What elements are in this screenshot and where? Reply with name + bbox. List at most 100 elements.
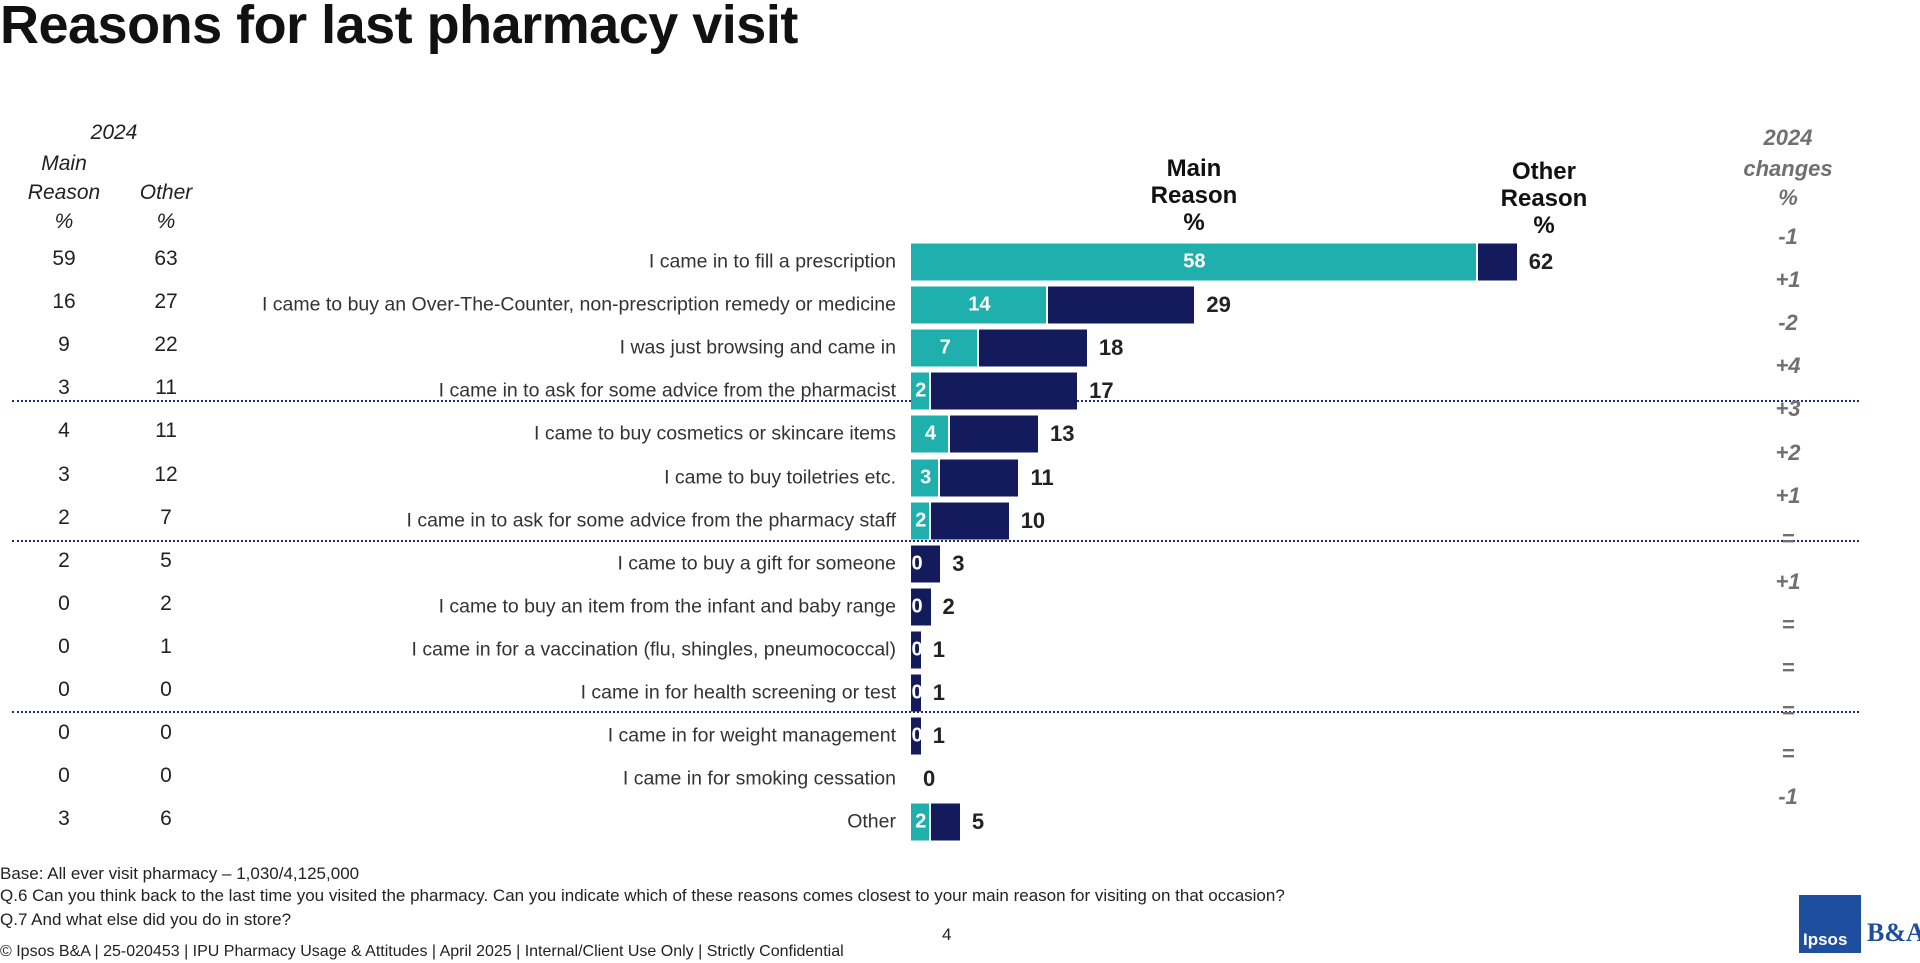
change-value: = — [1781, 655, 1795, 680]
data-label: 17 — [1089, 378, 1114, 404]
table-cell: 0 — [160, 721, 172, 745]
page-number: 4 — [942, 925, 952, 944]
legend-unit: % — [1183, 209, 1205, 236]
bar — [911, 372, 1078, 410]
category-label: I came to buy an Over-The-Counter, non-p… — [261, 293, 896, 316]
table-cell: 22 — [154, 333, 178, 357]
table-column-header: Main — [41, 152, 87, 175]
legend-label: Other Reason — [1500, 158, 1588, 212]
data-label: 1 — [932, 723, 946, 749]
data-label: 11 — [1030, 464, 1054, 490]
bar — [911, 674, 921, 712]
data-label: 3 — [952, 550, 965, 576]
data-label: 0 — [911, 681, 923, 704]
table-header: 2024 — [90, 121, 138, 144]
table-cell: 0 — [160, 764, 172, 788]
separator — [12, 540, 1859, 542]
change-value: = — [1781, 611, 1795, 637]
bar — [911, 243, 1478, 281]
data-label: 0 — [911, 638, 923, 661]
change-value: = — [1781, 698, 1795, 724]
table-cell: 4 — [58, 419, 70, 443]
table-cell: 59 — [52, 247, 76, 270]
category-label: I came to buy toiletries etc. — [664, 466, 896, 488]
data-label: 0 — [911, 724, 923, 747]
data-label: 13 — [1050, 421, 1075, 447]
change-value: +4 — [1775, 353, 1801, 379]
bar — [911, 372, 931, 410]
table-cell: 63 — [154, 247, 178, 270]
logo-text: Ipsos — [1803, 930, 1848, 949]
data-label: 5 — [971, 809, 985, 835]
change-value: +1 — [1775, 267, 1801, 293]
logo-text: B&A — [1867, 918, 1920, 947]
category-label: I came in for a vaccination (flu, shingl… — [411, 638, 896, 661]
table-cell: 7 — [160, 505, 172, 529]
data-label: 0 — [911, 767, 923, 790]
data-label: 58 — [1183, 250, 1206, 273]
data-label: 0 — [911, 552, 923, 575]
data-label: 1 — [932, 680, 946, 705]
table-cell: 0 — [58, 721, 70, 745]
data-label: 1 — [932, 636, 946, 662]
change-value: -2 — [1778, 310, 1798, 336]
data-label: 62 — [1528, 249, 1554, 274]
table-column-header: % — [54, 210, 74, 233]
category-label: Other — [847, 810, 896, 833]
table-cell: 3 — [58, 807, 70, 831]
table-cell: 11 — [155, 419, 177, 443]
data-label: 18 — [1098, 335, 1124, 361]
change-value: = — [1781, 525, 1795, 551]
table-cell: 0 — [58, 764, 70, 788]
category-label: I came to buy a gift for someone — [617, 552, 896, 575]
data-label: 0 — [911, 595, 923, 618]
data-label: 2 — [915, 379, 927, 402]
bar — [911, 631, 921, 669]
table-column-header: Reason — [27, 181, 101, 204]
table-cell: 6 — [160, 807, 172, 831]
category-label: I came to buy an item from the infant an… — [438, 595, 896, 618]
data-label: 2 — [915, 509, 927, 532]
footnote: Q.6 Can you think back to the last time … — [0, 886, 1285, 905]
change-value: +1 — [1775, 568, 1801, 594]
data-label: 14 — [968, 293, 991, 316]
change-value: = — [1781, 741, 1795, 767]
bar — [911, 415, 951, 453]
change-value: -1 — [1778, 784, 1798, 810]
table-cell: 0 — [160, 678, 172, 701]
category-label: I came in to ask for some advice from th… — [438, 379, 896, 402]
changes-header: 2024 — [1763, 125, 1813, 150]
category-label: I came in to fill a prescription — [648, 250, 896, 273]
table-cell: 16 — [52, 290, 76, 314]
table-cell: 0 — [58, 678, 70, 701]
title: Reasons for last pharmacy visit — [0, 0, 798, 55]
data-label: 4 — [924, 422, 937, 445]
footnote: Q.7 And what else did you do in store? — [0, 910, 292, 929]
table-cell: 27 — [154, 290, 178, 314]
changes-header: % — [1778, 185, 1798, 210]
table-cell: 11 — [155, 376, 177, 400]
category-label: I came in for health screening or test — [580, 681, 896, 704]
data-label: 2 — [942, 593, 955, 619]
data-label: 10 — [1020, 507, 1046, 533]
category-label: I was just browsing and came in — [619, 336, 896, 359]
data-label: 29 — [1206, 292, 1231, 318]
table-cell: 2 — [58, 505, 70, 529]
bar — [911, 588, 931, 626]
bar — [911, 717, 921, 755]
data-label: 7 — [939, 336, 951, 359]
changes-header: changes — [1743, 156, 1833, 181]
category-label: I came in for smoking cessation — [622, 767, 896, 790]
footnote: Base: All ever visit pharmacy – 1,030/4,… — [0, 864, 360, 883]
change-value: +3 — [1775, 396, 1801, 422]
change-value: -1 — [1778, 224, 1798, 249]
change-value: +2 — [1775, 439, 1801, 465]
table-cell: 12 — [154, 462, 178, 486]
change-value: +1 — [1775, 482, 1801, 508]
bar — [911, 803, 931, 841]
data-label: 3 — [920, 466, 932, 488]
bar — [911, 545, 941, 583]
separator — [12, 711, 1859, 713]
category-label: I came to buy cosmetics or skincare item… — [534, 422, 896, 445]
logo-box — [1799, 895, 1861, 953]
